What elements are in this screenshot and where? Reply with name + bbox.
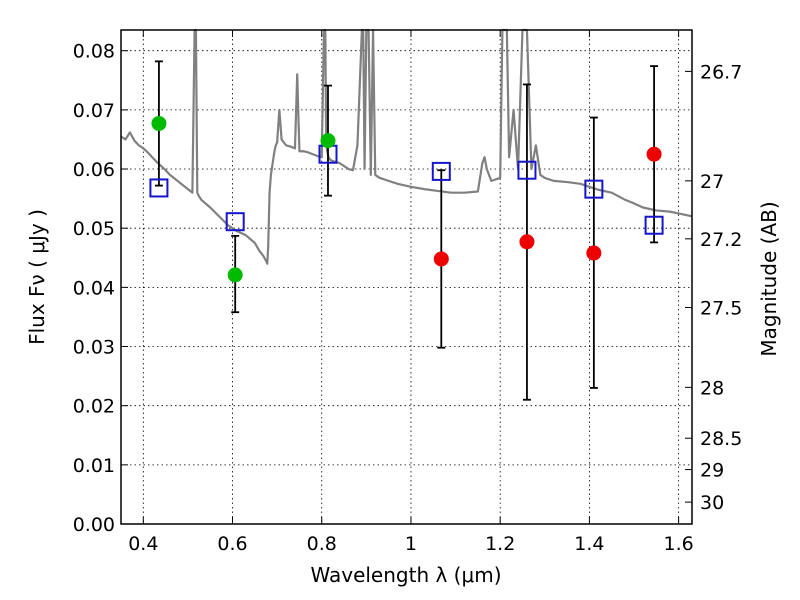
x-tick-label: 1.2 xyxy=(485,533,515,555)
x-tick-label: 1.6 xyxy=(664,533,694,555)
x-tick-label: 0.8 xyxy=(307,533,337,555)
y-tick-label: 0.04 xyxy=(73,277,115,299)
x-axis-label: Wavelength λ (μm) xyxy=(310,563,501,587)
green-data-point xyxy=(320,133,336,149)
y2-tick-label: 30 xyxy=(700,492,724,514)
point-layer xyxy=(149,115,664,283)
tick-labels: 0.4 0.6 0.8 1 1.2 1.4 1.6 0.00 0.01 0.02 0.03 0.04 0… xyxy=(73,41,743,555)
y-tick-label: 0.00 xyxy=(73,514,115,536)
x-tick-label: 1 xyxy=(405,533,417,555)
y2-tick-label: 27 xyxy=(700,171,724,193)
model-flux-square xyxy=(644,215,664,235)
y-tick-label: 0.05 xyxy=(73,218,115,240)
red-data-point xyxy=(433,251,449,267)
green-data-point xyxy=(227,267,243,283)
x-tick-label: 0.4 xyxy=(128,533,158,555)
x-tick-label: 0.6 xyxy=(217,533,247,555)
y2-tick-label: 28.5 xyxy=(700,428,742,450)
y2-tick-label: 27.5 xyxy=(700,297,742,319)
y-tick-label: 0.03 xyxy=(73,337,115,359)
y-tick-label: 0.07 xyxy=(73,100,115,122)
y2-tick-label: 26.7 xyxy=(700,61,742,83)
x-tick-label: 1.4 xyxy=(574,533,604,555)
model-flux-square xyxy=(517,160,537,180)
y-tick-label: 0.06 xyxy=(73,159,115,181)
ticks xyxy=(121,30,692,525)
y2-tick-label: 27.2 xyxy=(700,229,742,251)
y-tick-label: 0.01 xyxy=(73,455,115,477)
plot-background xyxy=(121,30,692,524)
plot-frame xyxy=(120,29,693,525)
model-flux-square xyxy=(431,161,451,181)
y2-tick-label: 28 xyxy=(700,377,724,399)
red-data-point xyxy=(586,245,602,261)
y-axis-label: Flux Fν ( μJy ) xyxy=(25,209,49,345)
y2-axis-label: Magnitude (AB) xyxy=(757,201,781,356)
y-tick-label: 0.08 xyxy=(73,41,115,63)
red-data-point xyxy=(646,146,662,162)
green-data-point xyxy=(151,115,167,131)
model-flux-square xyxy=(149,178,169,198)
y2-tick-label: 29 xyxy=(700,460,724,482)
red-data-point xyxy=(519,234,535,250)
model-flux-square xyxy=(584,179,604,199)
model-flux-square xyxy=(225,212,245,232)
y-tick-label: 0.02 xyxy=(73,396,115,418)
